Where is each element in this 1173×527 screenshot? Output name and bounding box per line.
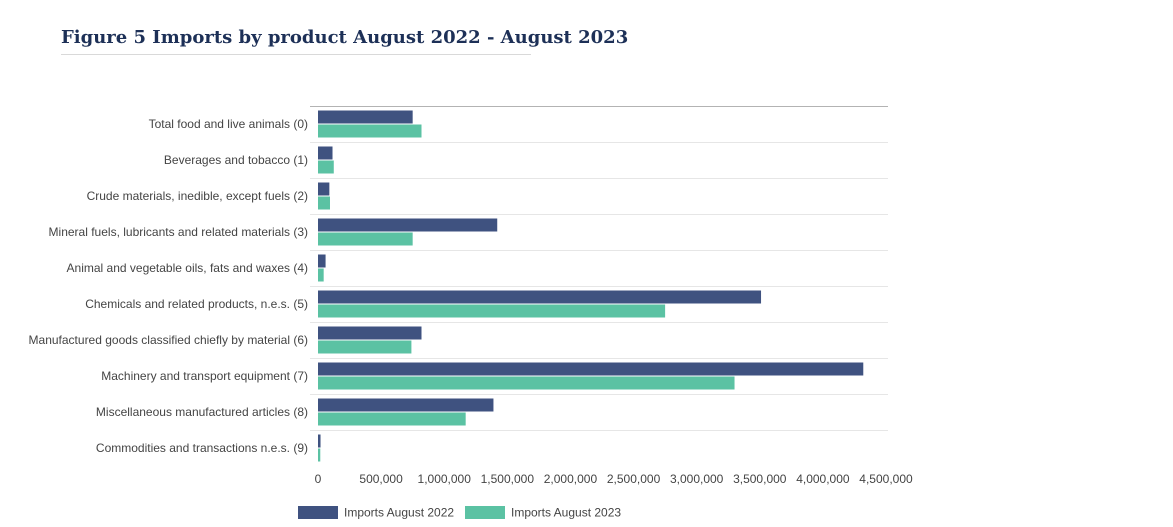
grid-lines — [310, 106, 888, 431]
legend: Imports August 2022 Imports August 2023 — [298, 506, 621, 520]
bar-imports-2022[interactable] — [318, 434, 321, 448]
bar-imports-2022[interactable] — [318, 326, 422, 340]
bar-imports-2022[interactable] — [318, 218, 498, 232]
legend-label[interactable]: Imports August 2023 — [511, 506, 621, 520]
category-label: Miscellaneous manufactured articles (8) — [96, 405, 308, 419]
x-tick-label: 2,500,000 — [607, 472, 661, 486]
x-tick-label: 4,000,000 — [796, 472, 850, 486]
title-divider — [61, 54, 531, 55]
bar-imports-2023[interactable] — [318, 196, 330, 210]
chart-title: Figure 5 Imports by product August 2022 … — [61, 27, 629, 48]
category-label: Chemicals and related products, n.e.s. (… — [85, 297, 308, 311]
x-tick-label: 4,500,000 — [859, 472, 913, 486]
category-label: Total food and live animals (0) — [149, 117, 308, 131]
bar-imports-2022[interactable] — [318, 398, 494, 412]
bar-imports-2023[interactable] — [318, 160, 334, 174]
bar-imports-2023[interactable] — [318, 340, 412, 354]
bar-imports-2023[interactable] — [318, 376, 735, 390]
category-labels: Total food and live animals (0) Beverages… — [29, 117, 308, 455]
x-tick-label: 3,000,000 — [670, 472, 724, 486]
bar-imports-2023[interactable] — [318, 448, 321, 462]
x-tick-label: 500,000 — [359, 472, 403, 486]
bar-imports-2023[interactable] — [318, 124, 422, 138]
bar-imports-2023[interactable] — [318, 304, 666, 318]
x-tick-label: 0 — [315, 472, 322, 486]
bar-imports-2022[interactable] — [318, 146, 333, 160]
x-tick-label: 2,000,000 — [544, 472, 598, 486]
bar-imports-2022[interactable] — [318, 254, 326, 268]
x-tick-label: 1,000,000 — [418, 472, 472, 486]
bar-imports-2023[interactable] — [318, 232, 413, 246]
category-label: Animal and vegetable oils, fats and waxe… — [67, 261, 308, 275]
x-tick-label: 1,500,000 — [481, 472, 535, 486]
bar-imports-2023[interactable] — [318, 412, 466, 426]
category-label: Commodities and transactions n.e.s. (9) — [96, 441, 308, 455]
legend-swatch — [465, 506, 505, 519]
bars — [318, 110, 864, 462]
category-label: Beverages and tobacco (1) — [164, 153, 308, 167]
bar-imports-2022[interactable] — [318, 110, 413, 124]
category-label: Machinery and transport equipment (7) — [101, 369, 308, 383]
category-label: Crude materials, inedible, except fuels … — [87, 189, 308, 203]
legend-swatch — [298, 506, 338, 519]
x-axis-tick-labels: 0 500,000 1,000,000 1,500,000 2,000,000 2,500… — [315, 472, 913, 486]
legend-label[interactable]: Imports August 2022 — [344, 506, 454, 520]
x-tick-label: 3,500,000 — [733, 472, 787, 486]
bar-imports-2023[interactable] — [318, 268, 324, 282]
bar-imports-2022[interactable] — [318, 362, 864, 376]
bar-imports-2022[interactable] — [318, 182, 330, 196]
bar-imports-2022[interactable] — [318, 290, 762, 304]
category-label: Mineral fuels, lubricants and related ma… — [49, 225, 308, 239]
category-label: Manufactured goods classified chiefly by… — [29, 333, 308, 347]
